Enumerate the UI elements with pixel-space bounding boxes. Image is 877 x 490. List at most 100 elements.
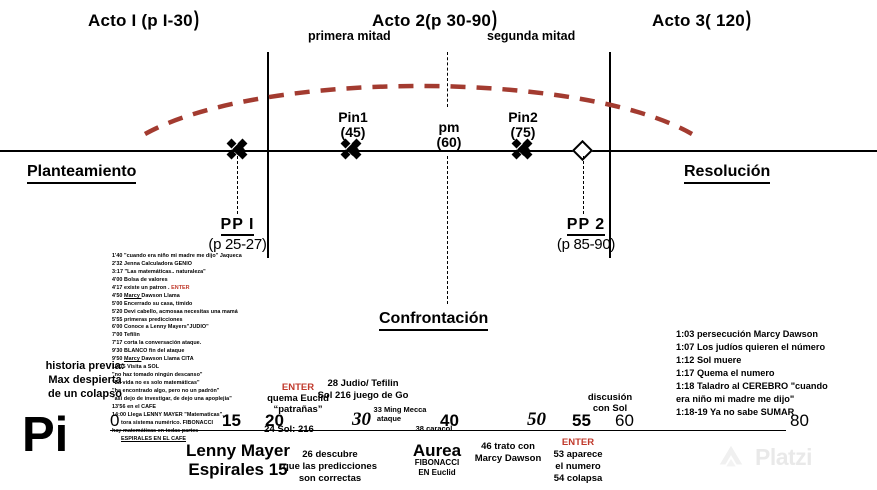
timeline-note-below: que las predicciones — [283, 461, 377, 472]
scene-note-timecode: 9'50 — [112, 356, 125, 363]
act1-scene-note-line: 9'30 BLANCO fin del ataque — [112, 348, 242, 356]
platzi-watermark: Platzi — [716, 442, 813, 472]
act1-title-text: Acto I (p I-30 — [88, 11, 193, 30]
timeline-tick-80: 80 — [790, 411, 809, 430]
scene-note-timecode: 5'55 — [112, 316, 125, 323]
timeline-note-below: Aurea — [412, 441, 462, 460]
scene-note-text: "no haz tomado ningún descanso" — [112, 372, 203, 379]
scene-note-text: Visita a SOL — [127, 364, 160, 371]
act1-scene-note-line: 6'00 Conoce a Lenny Mayers"JUDIO" — [112, 324, 242, 332]
scene-note-timecode: 2'32 — [112, 260, 125, 267]
scene-note-timecode: 7'00 — [112, 332, 125, 339]
timeline-note-above: 28 Judio/ Tefilin — [327, 378, 399, 389]
timeline-note-below: son correctas — [298, 473, 362, 484]
timeline-note-below: 53 aparece — [553, 449, 603, 460]
pin2-diamond-marker — [511, 138, 535, 162]
act3-scene-note-line: era niño mi madre me dijo" — [676, 394, 795, 405]
act2-title: Acto 2(p 30-90) — [372, 8, 498, 32]
act1-scene-note-line: "asi dejo de investigar, de dejo una apo… — [112, 396, 242, 404]
act1-scene-note-line: tora sistema numérico. FIBONACCI — [112, 420, 242, 428]
pm-value: (60) — [436, 134, 462, 151]
timeline-tick-60: 60 — [615, 411, 634, 430]
confrontacion-label: Confrontación — [379, 310, 489, 331]
pp1-dropper-line — [237, 156, 238, 214]
act1-scene-note-line: 7'17 corta la conversación ataque. — [112, 340, 242, 348]
confrontacion-text: Confrontación — [379, 310, 489, 331]
backstory-line-1: historia previa: — [45, 360, 125, 372]
planteamiento-text: Planteamiento — [27, 163, 137, 184]
pp1-pages-text: (p 25-27) — [208, 236, 267, 253]
pp1-label-text: PP I — [220, 216, 255, 236]
act3-scene-note-line: 1:03 persecución Marcy Dawson — [676, 329, 818, 339]
timeline-note-below: FIBONACCI — [414, 458, 460, 467]
scene-note-timecode: 7'17 — [112, 340, 125, 347]
pin1-label: Pin1 (45) — [324, 109, 382, 141]
scene-note-text: BLANCO fin del ataque — [124, 348, 185, 355]
scene-note-text: Devi cabello, acmosaa necesitas una mamá — [124, 308, 238, 315]
scene-note-text: "ha encontrado algo, pero no un padrón" — [112, 387, 220, 394]
act1-scene-note-line: 5'20 Devi cabello, acmosaa necesitas una… — [112, 309, 242, 317]
platzi-logo-icon — [719, 445, 743, 467]
pi-logo-title: Pi — [22, 408, 69, 462]
pin2-label: Pin2 (75) — [494, 109, 552, 140]
timeline-note-above: 24 Sol: 216 — [264, 424, 314, 435]
plot-point-2: PP 2 (p 85-90) — [530, 216, 642, 253]
scene-note-text: primeras predicciones — [124, 316, 183, 323]
act3-scene-note-line: 1:07 Los judíos quieren el número — [676, 342, 826, 353]
timeline-note-below: el numero — [555, 461, 601, 472]
scene-note-timecode: 5'00 — [112, 300, 125, 307]
act2-act3-divider-line-lower — [609, 150, 611, 258]
act2-second-half-label: segunda mitad — [487, 29, 576, 43]
act3-scene-note-line: 1:17 Quema el numero — [676, 368, 775, 379]
timeline-note-above: con Sol — [592, 403, 628, 414]
scene-note-timecode: 10'35 — [112, 364, 128, 371]
act3-scene-note-line: 1:12 Sol muere — [676, 355, 742, 366]
timeline-note-below: ENTER — [561, 437, 595, 448]
timeline-note-below: Espirales 15 — [188, 460, 288, 479]
resolucion-text: Resolución — [684, 163, 771, 184]
scene-note-text: Tefilin — [124, 332, 140, 339]
act1-scene-note-line: 4'50 Marcy Dawson Llama — [112, 293, 242, 301]
backstory-note: historia previa: Max despierta de un col… — [30, 359, 140, 401]
act1-scene-note-line: 7'00 Tefilin — [112, 332, 242, 340]
scene-note-emphasis: Marcy — [124, 356, 142, 363]
timeline-note-above: 33 Ming Mecca — [373, 405, 427, 414]
timeline-note-above: ataque — [376, 414, 402, 423]
timeline-note-above: quema Euclid — [267, 393, 329, 404]
act1-title-paren: ) — [193, 8, 200, 31]
timeline-tick-20: 20 — [265, 411, 284, 430]
scene-note-text: en el CAFE — [127, 403, 157, 410]
scene-note-timecode: 1'40 — [112, 253, 125, 259]
act1-scene-note-line: 4'17 existe un patron . ENTER — [112, 285, 242, 293]
backstory-line-3: de un colapso — [48, 388, 122, 401]
scene-note-timecode: 4'00 — [112, 276, 125, 283]
timeline-tick-40: 40 — [440, 411, 459, 430]
act1-scene-note-line: "La vida no es solo matemáticas" — [112, 380, 242, 388]
timeline-note-below: 46 trato con — [481, 441, 535, 452]
pp1-diamond-marker — [226, 138, 250, 162]
timeline-note-above: Sol 216 juego de Go — [317, 390, 409, 401]
act1-scene-note-line: 1'40 "cuando era niño mi madre me dijo" … — [112, 253, 242, 261]
scene-note-timecode: 9'30 — [112, 348, 125, 355]
act1-scene-note-line: 10'35 Visita a SOL — [112, 364, 242, 372]
scene-note-timecode: 5'20 — [112, 308, 125, 315]
timeline-note-below: EN Euclid — [418, 468, 456, 477]
scene-note-text: Jenna Calculadora GENIO — [124, 260, 192, 267]
scene-note-text: Encerrado su casa, tímido — [124, 300, 193, 307]
timeline-note-below: 54 colapsa — [553, 473, 603, 484]
act1-scene-note-line: 3:17 "Las matemáticas.. naturaleza" — [112, 269, 242, 277]
timeline-note-below: Lenny Mayer — [186, 441, 290, 460]
timeline-tick-55: 55 — [572, 411, 591, 430]
scene-note-text: "asi dejo de investigar, de dejo una apo… — [112, 395, 232, 402]
pin1-value: (45) — [340, 124, 366, 141]
timeline-note-above: ENTER — [281, 382, 315, 393]
act1-act2-divider-line-lower — [267, 150, 269, 258]
pp2-label-text: PP 2 — [566, 216, 606, 236]
act3-title-text: Acto 3( 120 — [652, 11, 745, 30]
timeline-tick-30: 30 — [352, 409, 371, 430]
timeline-note-above: “patrañas” — [273, 404, 323, 415]
act3-title: Acto 3( 120) — [652, 8, 752, 32]
scene-note-text: "Las matemáticas.. naturaleza" — [124, 268, 206, 275]
act1-scene-note-line: 13'56 en el CAFE — [112, 404, 242, 412]
timeline-note-above: 38 caracol — [415, 424, 453, 433]
